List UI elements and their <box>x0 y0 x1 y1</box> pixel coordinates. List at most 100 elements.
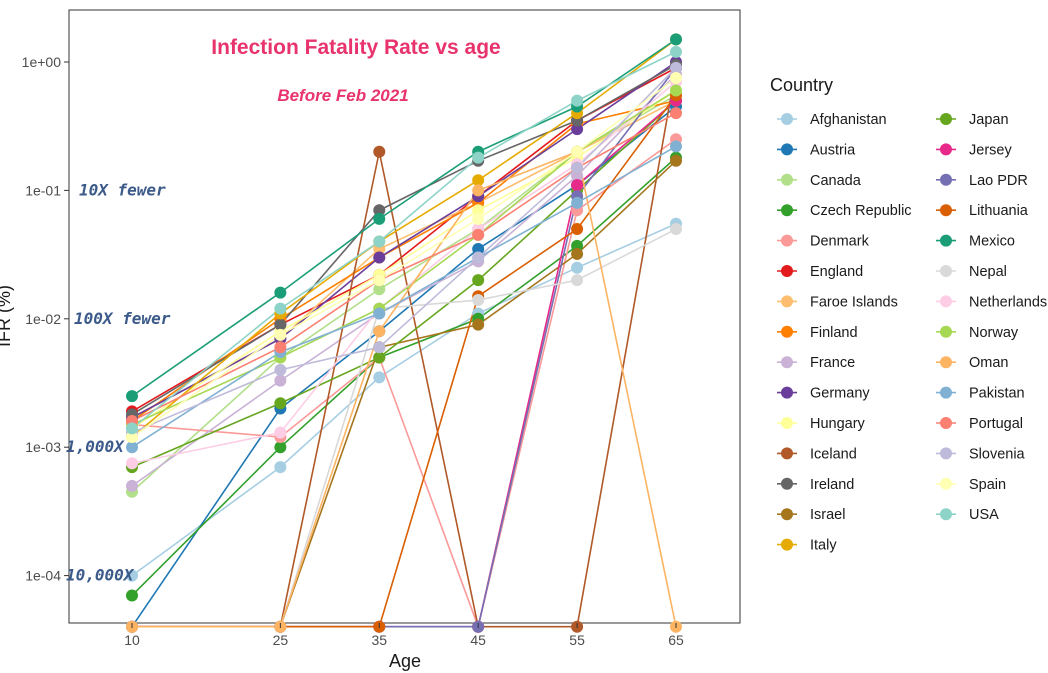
data-point <box>571 145 584 158</box>
data-point <box>670 107 682 120</box>
data-point <box>472 212 485 225</box>
data-point <box>373 307 386 320</box>
y-axis-title: IFR (%) <box>0 285 14 347</box>
legend-item: Czech Republic <box>777 203 912 219</box>
legend-key-point <box>781 204 793 217</box>
y-tick-label: 1e+00 <box>22 54 62 70</box>
data-point <box>373 204 386 217</box>
data-point <box>571 123 584 136</box>
legend-label: Hungary <box>810 416 866 432</box>
legend-label: USA <box>969 507 999 523</box>
legend-item: Lithuania <box>936 203 1029 219</box>
data-point <box>670 61 682 74</box>
legend-label: Japan <box>969 112 1009 128</box>
legend-item: Pakistan <box>936 386 1025 402</box>
legend-item: Italy <box>777 538 837 554</box>
data-point <box>571 247 584 260</box>
data-point <box>472 294 485 307</box>
data-point <box>373 274 386 287</box>
legend-label: Nepal <box>969 264 1007 280</box>
legend-item: Netherlands <box>936 294 1047 310</box>
legend-item: France <box>777 355 855 371</box>
data-point <box>472 174 485 187</box>
y-tick-label: 1e-02 <box>25 311 61 327</box>
legend-item: Spain <box>936 477 1006 493</box>
legend-key-point <box>781 234 793 247</box>
chart-subtitle: Before Feb 2021 <box>277 86 408 105</box>
data-point <box>472 242 485 255</box>
legend-label: Faroe Islands <box>810 294 898 310</box>
legend-key-point <box>781 386 793 399</box>
data-point <box>571 261 584 274</box>
data-point <box>571 274 584 287</box>
legend-label: Norway <box>969 325 1019 341</box>
x-tick-label: 25 <box>273 632 289 648</box>
legend-item: Ireland <box>777 477 854 493</box>
legend-key-point <box>940 265 952 277</box>
data-point <box>571 179 584 192</box>
legend-key-point <box>781 417 793 429</box>
data-point <box>274 426 287 439</box>
x-tick-label: 55 <box>569 632 585 648</box>
legend-label: Iceland <box>810 446 857 462</box>
legend-label: Israel <box>810 507 845 523</box>
data-point <box>373 212 386 225</box>
data-point <box>126 431 138 444</box>
data-point <box>274 441 287 454</box>
legend-key-point <box>781 143 793 156</box>
legend-item: Norway <box>936 325 1019 341</box>
legend-item: Denmark <box>777 234 870 250</box>
data-point <box>373 371 386 384</box>
series-lines <box>131 38 677 630</box>
series-line-slovenia <box>131 67 677 434</box>
legend-item: Portugal <box>936 416 1023 432</box>
data-point <box>274 461 287 474</box>
legend-label: Netherlands <box>969 294 1047 310</box>
data-point <box>670 33 682 46</box>
data-point <box>126 457 138 470</box>
data-point <box>274 341 287 354</box>
legend-item: Mexico <box>936 234 1015 250</box>
legend-label: Italy <box>810 538 837 554</box>
data-point <box>472 151 485 164</box>
legend-key-point <box>781 265 793 277</box>
data-point <box>373 341 386 354</box>
data-point <box>274 363 287 376</box>
legend-item: Finland <box>777 325 858 341</box>
legend-key-point <box>940 234 952 247</box>
data-point <box>472 251 485 264</box>
data-point <box>670 84 682 97</box>
data-point <box>274 318 287 331</box>
x-tick-label: 45 <box>470 632 486 648</box>
legend-title: Country <box>770 75 833 95</box>
legend-label: Austria <box>810 142 856 158</box>
legend-item: USA <box>936 507 999 523</box>
x-axis: 10 25 35 45 55 65 <box>124 623 684 648</box>
data-point <box>472 228 485 241</box>
data-point <box>571 223 584 236</box>
legend-key-point <box>940 417 952 429</box>
series-line-spain <box>131 77 677 438</box>
data-point <box>126 390 138 403</box>
legend-label: Lithuania <box>969 203 1029 219</box>
series-line-afghanistan <box>131 223 677 577</box>
legend-label: Portugal <box>969 416 1023 432</box>
series-line-usa <box>131 51 677 430</box>
legend-label: Oman <box>969 355 1009 371</box>
series-line-denmark <box>131 138 677 630</box>
legend-item: Lao PDR <box>936 173 1028 189</box>
data-point <box>274 374 287 387</box>
x-tick-label: 35 <box>371 632 387 648</box>
legend-key-point <box>940 356 952 369</box>
x-tick-label: 10 <box>124 632 140 648</box>
data-point <box>274 397 287 410</box>
legend-label: Jersey <box>969 142 1012 158</box>
legend-label: Pakistan <box>969 386 1025 402</box>
legend-label: Slovenia <box>969 446 1026 462</box>
legend-item: Afghanistan <box>777 112 887 128</box>
data-point <box>126 589 138 602</box>
legend-label: Spain <box>969 477 1006 493</box>
legend-key-point <box>781 295 793 308</box>
data-point <box>274 302 287 315</box>
legend-key-point <box>781 508 793 521</box>
